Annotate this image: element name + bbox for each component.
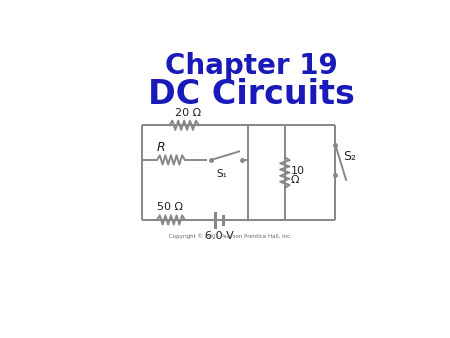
Text: Ω: Ω <box>291 175 300 185</box>
Text: S₂: S₂ <box>343 150 356 163</box>
Text: 20 Ω: 20 Ω <box>175 107 201 118</box>
Text: S₁: S₁ <box>216 169 227 179</box>
Text: 6.0 V: 6.0 V <box>205 231 234 241</box>
Text: Copyright © 2005 Pearson Prentice Hall, Inc.: Copyright © 2005 Pearson Prentice Hall, … <box>169 233 292 239</box>
Text: 10: 10 <box>291 166 305 176</box>
Text: DC Circuits: DC Circuits <box>148 78 355 111</box>
Text: 50 Ω: 50 Ω <box>157 202 183 212</box>
Text: R: R <box>157 141 166 154</box>
Text: Chapter 19: Chapter 19 <box>165 52 338 80</box>
